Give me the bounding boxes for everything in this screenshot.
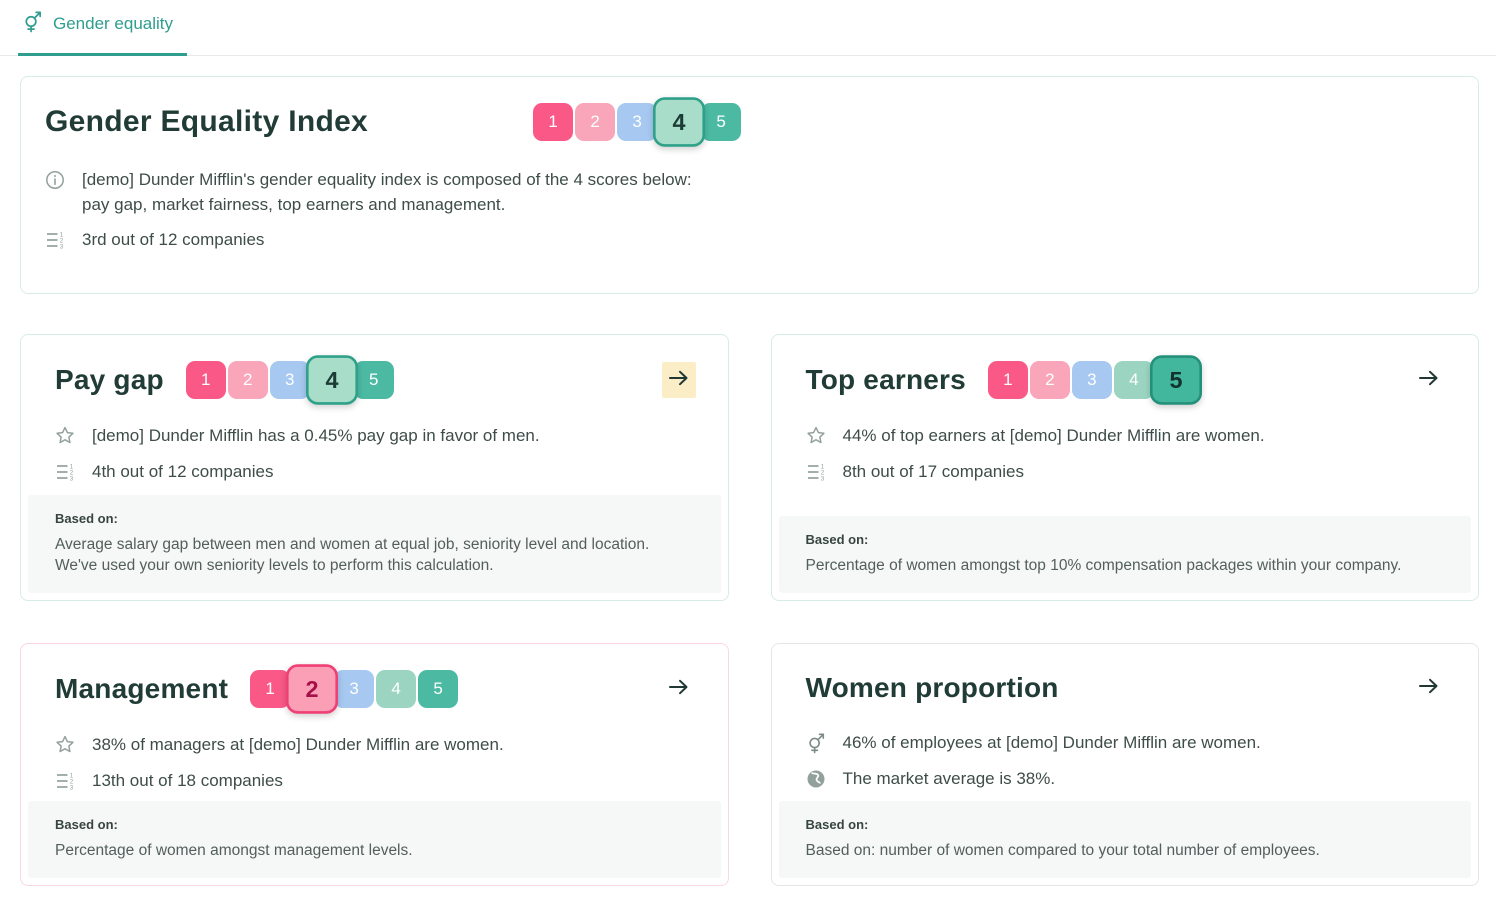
market-average-text: The market average is 38%. bbox=[842, 768, 1056, 788]
top-earners-score-badges: 1 2 3 4 5 bbox=[987, 355, 1202, 405]
index-score-badges: 1 2 3 4 5 bbox=[533, 97, 742, 147]
market-average-row: The market average is 38%. bbox=[806, 767, 1447, 792]
based-on-text: Percentage of women amongst top 10% comp… bbox=[805, 557, 1402, 575]
based-on-text: Percentage of women amongst management l… bbox=[55, 842, 413, 860]
women-proportion-based-on-section: Based on: Based on: number of women comp… bbox=[778, 801, 1471, 878]
globe-icon bbox=[806, 768, 826, 790]
score-cards-grid: Pay gap 1 2 3 4 5 bbox=[20, 334, 1479, 886]
ranking-list-icon bbox=[55, 461, 75, 483]
ranking-list-icon bbox=[55, 770, 75, 792]
top-earners-rank-text: 8th out of 17 companies bbox=[842, 461, 1024, 481]
arrow-right-icon bbox=[1417, 674, 1441, 703]
management-score-badges: 1 2 3 4 5 bbox=[250, 664, 459, 714]
score-badge-1: 1 bbox=[250, 670, 291, 708]
management-rank-text: 13th out of 18 companies bbox=[92, 770, 283, 790]
score-badge-4: 4 bbox=[376, 670, 417, 708]
score-badge-3: 3 bbox=[1071, 361, 1112, 399]
top-earners-card: Top earners 1 2 3 4 5 bbox=[770, 334, 1479, 601]
arrow-right-icon bbox=[667, 366, 691, 395]
based-on-label: Based on: bbox=[805, 532, 869, 548]
gender-symbol-icon bbox=[806, 732, 826, 754]
index-rank-row: 3rd out of 12 companies bbox=[45, 228, 1454, 253]
management-card: Management 1 2 3 4 5 bbox=[20, 643, 729, 886]
pay-gap-highlight-text: [demo] Dunder Mifflin has a 0.45% pay ga… bbox=[92, 426, 540, 445]
pay-gap-highlight-row: [demo] Dunder Mifflin has a 0.45% pay ga… bbox=[55, 424, 696, 449]
star-icon bbox=[806, 425, 826, 447]
page-content: Gender Equality Index 1 2 3 4 5 [demo] D… bbox=[0, 56, 1496, 906]
top-earners-highlight-row: 44% of top earners at [demo] Dunder Miff… bbox=[806, 424, 1447, 449]
based-on-label: Based on: bbox=[805, 817, 869, 833]
score-badge-3: 3 bbox=[269, 361, 310, 399]
based-on-text: Based on: number of women compared to yo… bbox=[805, 842, 1320, 860]
score-badge-3: 3 bbox=[334, 670, 375, 708]
score-badge-5: 5 bbox=[701, 103, 742, 141]
women-proportion-title: Women proportion bbox=[805, 672, 1059, 703]
management-title: Management bbox=[55, 673, 229, 704]
pay-gap-based-on-section: Based on: Average salary gap between men… bbox=[28, 494, 721, 593]
women-proportion-open-arrow-button[interactable] bbox=[1412, 670, 1446, 706]
score-badge-1: 1 bbox=[185, 361, 226, 399]
tab-bar: Gender equality bbox=[0, 0, 1496, 56]
score-badge-1: 1 bbox=[533, 103, 574, 141]
pay-gap-rank-row: 4th out of 12 companies bbox=[55, 460, 696, 485]
gender-equality-index-card: Gender Equality Index 1 2 3 4 5 [demo] D… bbox=[20, 76, 1479, 294]
management-highlight-row: 38% of managers at [demo] Dunder Mifflin… bbox=[55, 733, 696, 758]
pay-gap-score-badges: 1 2 3 4 5 bbox=[185, 355, 394, 405]
tab-gender-equality[interactable]: Gender equality bbox=[18, 10, 188, 56]
ranking-list-icon bbox=[45, 229, 65, 252]
score-badge-5: 5 bbox=[418, 670, 459, 708]
based-on-text: Average salary gap between men and women… bbox=[55, 535, 650, 575]
management-open-arrow-button[interactable] bbox=[662, 671, 696, 707]
top-earners-highlight-text: 44% of top earners at [demo] Dunder Miff… bbox=[842, 426, 1265, 445]
top-earners-based-on-section: Based on: Percentage of women amongst to… bbox=[778, 516, 1471, 593]
women-proportion-card: Women proportion 46% of employe bbox=[770, 643, 1479, 886]
score-badge-4: 4 bbox=[1113, 361, 1154, 399]
ranking-list-icon bbox=[806, 461, 826, 483]
women-proportion-text: 46% of employees at [demo] Dunder Miffli… bbox=[842, 733, 1261, 752]
score-badge-2: 2 bbox=[1029, 361, 1070, 399]
women-proportion-row: 46% of employees at [demo] Dunder Miffli… bbox=[806, 731, 1447, 756]
score-badge-4-active: 4 bbox=[305, 355, 358, 405]
management-rank-row: 13th out of 18 companies bbox=[55, 769, 696, 794]
info-icon bbox=[45, 169, 65, 191]
management-based-on-section: Based on: Percentage of women amongst ma… bbox=[28, 801, 721, 878]
score-badge-5: 5 bbox=[353, 361, 394, 399]
index-info-row: [demo] Dunder Mifflin's gender equality … bbox=[45, 168, 1454, 217]
score-badge-2: 2 bbox=[227, 361, 268, 399]
star-icon bbox=[55, 425, 75, 447]
based-on-label: Based on: bbox=[55, 817, 118, 833]
tab-label: Gender equality bbox=[53, 14, 174, 33]
arrow-right-icon bbox=[1417, 366, 1441, 395]
management-highlight-text: 38% of managers at [demo] Dunder Mifflin… bbox=[92, 735, 504, 754]
pay-gap-card: Pay gap 1 2 3 4 5 bbox=[20, 334, 729, 601]
score-badge-2: 2 bbox=[575, 103, 616, 141]
index-card-title: Gender Equality Index bbox=[45, 105, 369, 138]
index-card-header: Gender Equality Index 1 2 3 4 5 bbox=[45, 97, 1454, 147]
top-earners-open-arrow-button[interactable] bbox=[1412, 362, 1446, 398]
top-earners-rank-row: 8th out of 17 companies bbox=[806, 460, 1447, 485]
index-rank-text: 3rd out of 12 companies bbox=[82, 230, 265, 250]
top-earners-title: Top earners bbox=[805, 364, 966, 395]
score-badge-5-active: 5 bbox=[1149, 355, 1202, 405]
arrow-right-icon bbox=[667, 675, 691, 704]
score-badge-1: 1 bbox=[987, 361, 1028, 399]
score-badge-3: 3 bbox=[617, 103, 658, 141]
star-icon bbox=[55, 734, 75, 756]
pay-gap-rank-text: 4th out of 12 companies bbox=[92, 461, 274, 481]
based-on-label: Based on: bbox=[55, 510, 118, 526]
score-badge-4-active: 4 bbox=[653, 97, 706, 147]
score-badge-2-active: 2 bbox=[286, 664, 339, 714]
gender-symbol-icon bbox=[22, 10, 43, 38]
pay-gap-open-arrow-button[interactable] bbox=[661, 362, 696, 398]
pay-gap-title: Pay gap bbox=[55, 364, 164, 395]
index-info-text: [demo] Dunder Mifflin's gender equality … bbox=[82, 170, 692, 214]
